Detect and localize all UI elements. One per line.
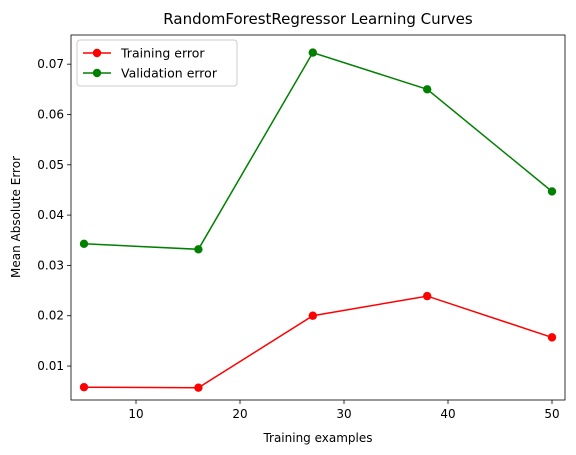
x-tick-label: 20 (232, 407, 247, 421)
x-tick-label: 30 (336, 407, 351, 421)
training-error-point (547, 333, 557, 342)
legend-training-error-label: Training error (120, 46, 205, 61)
y-tick-label: 0.02 (37, 309, 64, 323)
y-tick-label: 0.01 (37, 359, 64, 373)
legend-training-error-marker (92, 48, 102, 58)
axes-frame (70, 34, 566, 401)
training-error-point (194, 383, 203, 392)
legend-box (76, 39, 238, 87)
chart-title: RandomForestRegressor Learning Curves (163, 10, 473, 28)
validation-error-point (423, 85, 432, 94)
x-tick-label: 40 (440, 407, 455, 421)
plot-area: 10 20 30 40 50 0.01 0.02 0.03 0.04 0.05 0.06 0.07 Tr… (37, 34, 566, 421)
y-axis-label: Mean Absolute Error (9, 156, 23, 278)
y-tick-label: 0.03 (37, 258, 64, 272)
y-tick-label: 0.06 (37, 107, 64, 121)
y-tick-label: 0.05 (37, 158, 64, 172)
y-tick-label: 0.07 (37, 57, 64, 71)
training-error-point (79, 382, 89, 392)
validation-error-point (194, 245, 203, 254)
validation-error-point (79, 239, 89, 248)
validation-error-point (308, 48, 317, 57)
x-tick-label: 50 (544, 407, 559, 421)
x-axis-label: Training examples (262, 431, 372, 445)
training-error-point (423, 291, 432, 301)
validation-error-point (547, 187, 557, 196)
legend-validation-error-label: Validation error (121, 66, 218, 81)
legend-validation-error-marker (92, 68, 102, 78)
x-tick-label: 10 (128, 407, 143, 421)
training-error-point (308, 311, 317, 320)
y-tick-label: 0.04 (37, 208, 64, 222)
